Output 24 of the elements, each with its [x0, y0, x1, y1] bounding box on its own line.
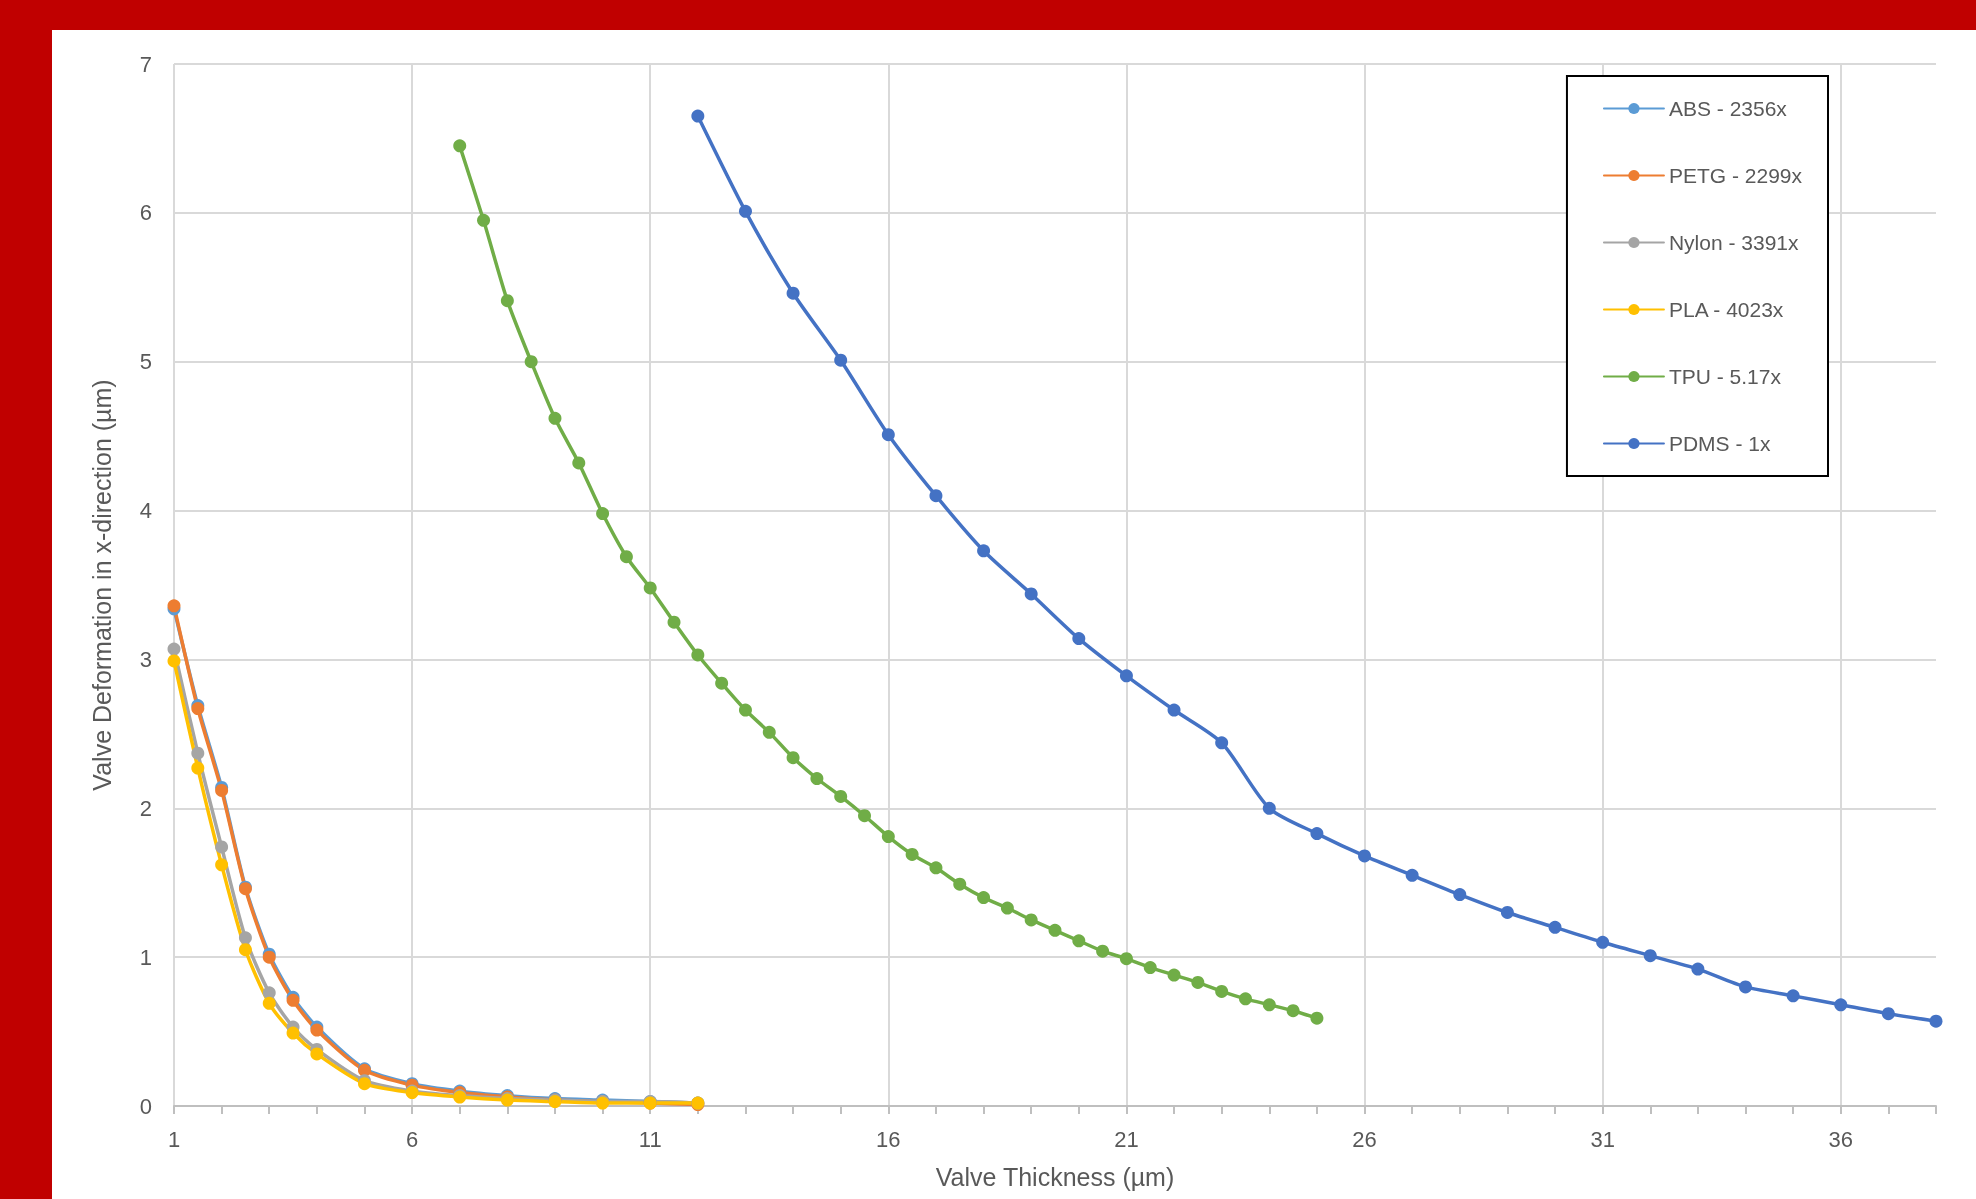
x-tick-label: 21 [1114, 1126, 1139, 1152]
x-tick-label: 16 [876, 1126, 901, 1152]
legend-label: PLA - 4023x [1668, 298, 1784, 321]
y-tick-label: 0 [139, 1093, 152, 1119]
x-axis-title: Valve Thickness (µm) [935, 1162, 1175, 1191]
y-tick-label: 2 [139, 795, 152, 821]
y-tick-label: 7 [139, 51, 152, 77]
x-tick-label: 1 [167, 1126, 181, 1152]
legend-label: TPU - 5.17x [1668, 365, 1782, 388]
x-tick-label: 11 [638, 1126, 662, 1152]
x-tick-label: 6 [405, 1126, 419, 1152]
y-tick-label: 1 [139, 944, 152, 970]
legend-label: Nylon - 3391x [1668, 231, 1800, 254]
legend-label: ABS - 2356x [1668, 97, 1788, 120]
legend-label: PETG - 2299x [1668, 164, 1803, 187]
y-tick-label: 6 [139, 200, 152, 226]
y-tick-label: 3 [139, 646, 152, 672]
y-tick-label: 5 [139, 349, 152, 375]
legend-label: PDMS - 1x [1668, 432, 1771, 455]
x-tick-label: 36 [1828, 1126, 1853, 1152]
y-axis-title: Valve Deformation in x-direction (µm) [87, 379, 116, 791]
x-tick-label: 26 [1352, 1126, 1377, 1152]
x-tick-label: 31 [1590, 1126, 1615, 1152]
y-tick-label: 4 [139, 498, 152, 524]
